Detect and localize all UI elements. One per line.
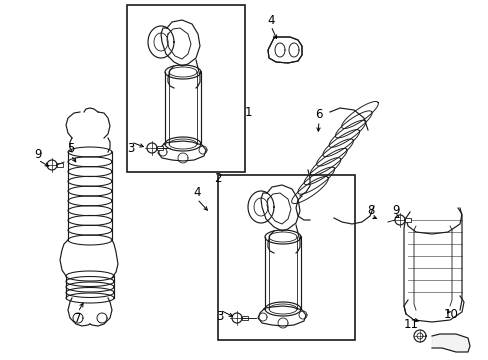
Text: 4: 4 xyxy=(193,186,201,199)
Bar xyxy=(218,175,354,340)
Bar xyxy=(157,146,163,150)
Text: 3: 3 xyxy=(216,310,223,323)
Polygon shape xyxy=(431,334,469,352)
Text: 8: 8 xyxy=(366,203,374,216)
Bar xyxy=(127,5,244,172)
Bar xyxy=(404,218,410,222)
Text: 4: 4 xyxy=(267,13,274,27)
Text: 1: 1 xyxy=(244,105,251,118)
Text: 9: 9 xyxy=(391,203,399,216)
Text: 6: 6 xyxy=(315,108,322,122)
Bar xyxy=(242,316,247,320)
Text: 3: 3 xyxy=(127,141,134,154)
Bar xyxy=(57,163,63,167)
Text: 2: 2 xyxy=(214,172,221,185)
Text: 7: 7 xyxy=(74,311,81,324)
Text: 11: 11 xyxy=(403,319,418,332)
Text: 9: 9 xyxy=(34,148,41,161)
Text: 5: 5 xyxy=(67,143,75,156)
Text: 10: 10 xyxy=(443,309,458,321)
